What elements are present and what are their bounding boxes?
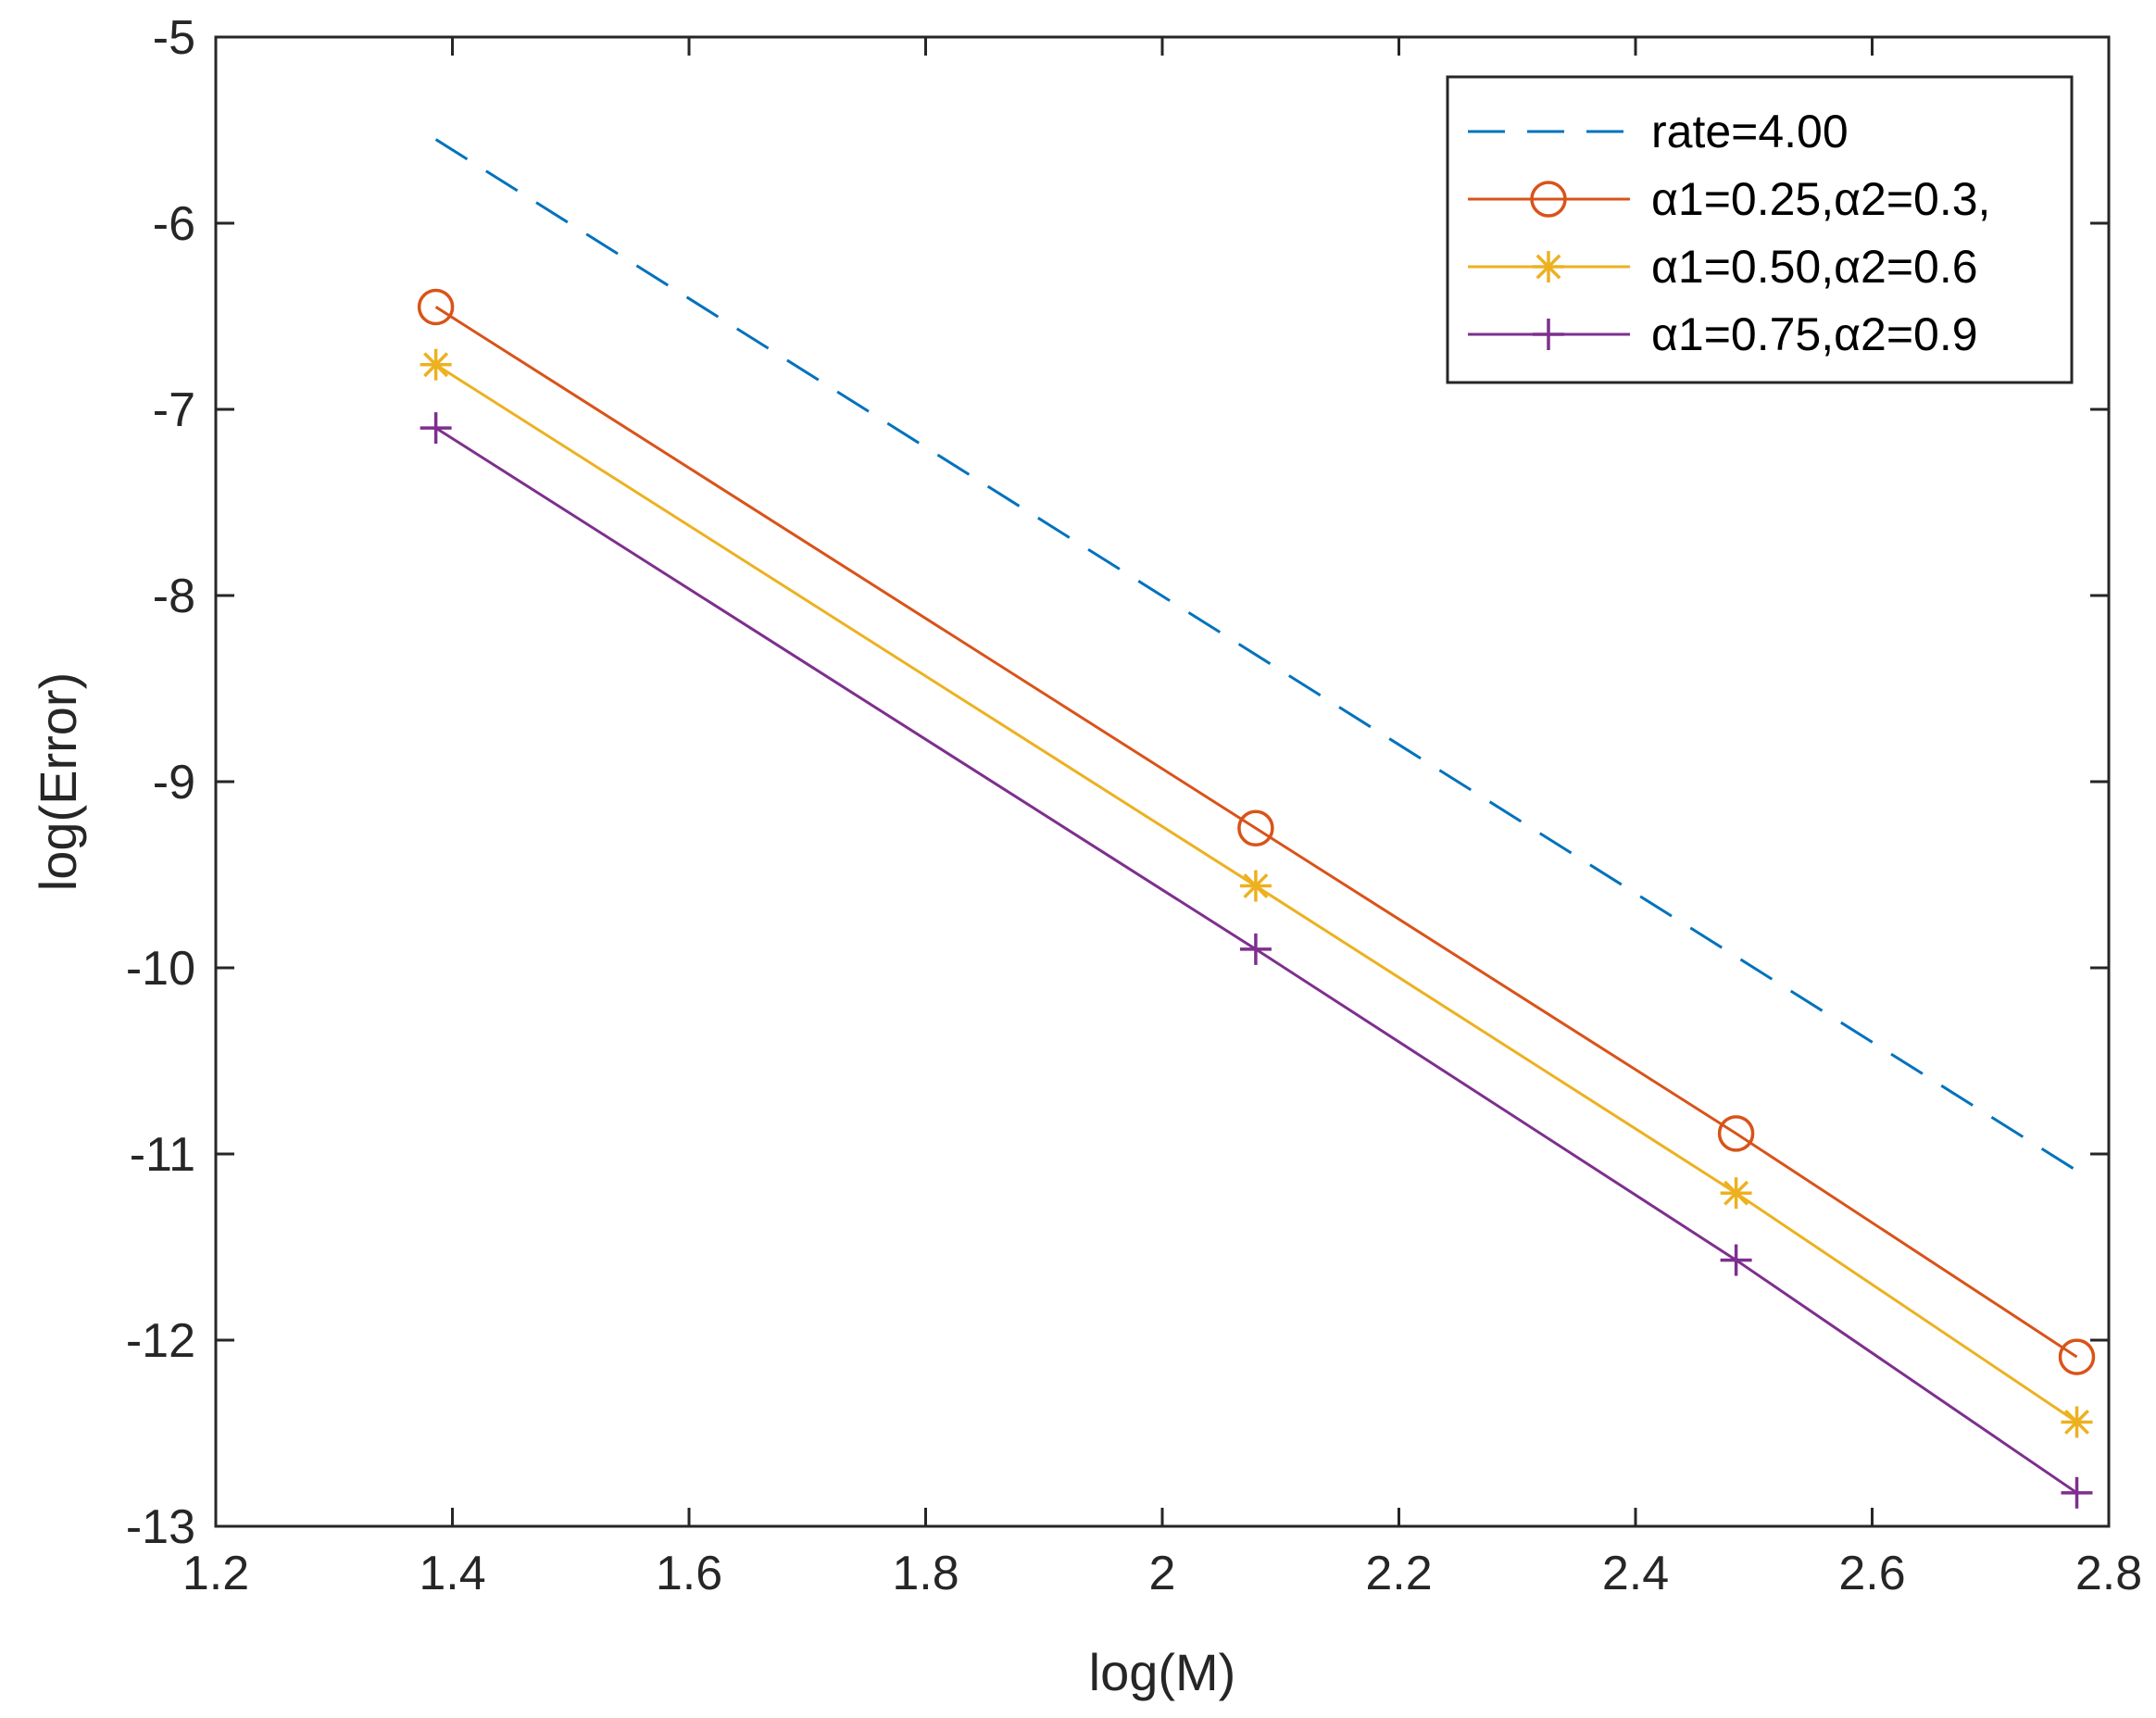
y-tick-label: -8 — [153, 570, 195, 623]
series-line-2 — [434, 363, 2078, 1423]
y-tick-label: -6 — [153, 197, 195, 251]
marker-stroke — [2064, 1409, 2089, 1435]
legend-label-0: rate=4.00 — [1651, 106, 1849, 157]
data-point-3-1 — [1239, 933, 1272, 965]
legend-marker-3 — [1533, 319, 1564, 350]
data-point-2-3 — [2061, 1406, 2093, 1438]
series-line-3 — [434, 426, 2078, 1495]
data-point-3-3 — [2061, 1476, 2093, 1509]
x-tick-label: 1.6 — [656, 1547, 722, 1600]
legend-entry-1: α1=0.25,α2=0.3, — [1468, 173, 1990, 225]
data-point-2-0 — [420, 348, 452, 381]
legend-label-2: α1=0.50,α2=0.6 — [1651, 241, 1978, 293]
legend-entry-3: α1=0.75,α2=0.9 — [1468, 308, 1978, 360]
series-0 — [434, 138, 2078, 1173]
y-tick-label: -7 — [153, 383, 195, 437]
y-tick-label: -12 — [126, 1314, 195, 1368]
y-axis-title: log(Error) — [29, 672, 87, 891]
series-3 — [420, 412, 2093, 1509]
x-tick-label: 2.2 — [1365, 1547, 1432, 1600]
series-line-0 — [434, 138, 2078, 1173]
series-line-1 — [434, 306, 2078, 1359]
series-2 — [420, 348, 2093, 1438]
x-axis-title: log(M) — [1089, 1643, 1236, 1701]
x-tick-label: 2.4 — [1602, 1547, 1669, 1600]
marker-stroke — [1243, 873, 1269, 899]
data-point-1-2 — [1717, 1115, 1755, 1152]
y-tick-label: -11 — [130, 1128, 195, 1182]
data-point-3-2 — [1720, 1244, 1752, 1276]
data-point-1-0 — [417, 288, 455, 326]
legend-marker-2 — [1533, 251, 1564, 282]
marker-circle — [417, 288, 455, 326]
data-point-1-1 — [1237, 809, 1274, 846]
marker-stroke — [1724, 1180, 1749, 1206]
axes: 1.2 1.4 1.6 1.8 2 2.2 2.4 2.6 2.8 -5 -6 -7 -8 -9 -10 -1… — [126, 11, 2142, 1600]
marker-circle — [1717, 1115, 1755, 1152]
x-tick-label: 2.8 — [2075, 1547, 2142, 1600]
x-tick-label: 2 — [1149, 1547, 1176, 1600]
x-tick-label: 1.8 — [892, 1547, 959, 1600]
legend-entry-2: α1=0.50,α2=0.6 — [1468, 241, 1978, 293]
legend: rate=4.00 α1=0.25,α2=0.3, α1=0.50,α2=0.6 α1… — [1446, 75, 2074, 384]
y-tick-label: -5 — [153, 11, 195, 65]
x-tick-label: 2.6 — [1838, 1547, 1905, 1600]
legend-marker-1 — [1530, 181, 1567, 218]
y-tick-label: -13 — [126, 1500, 195, 1554]
marker-circle — [1530, 181, 1567, 218]
plot-area — [417, 138, 2096, 1509]
x-tick-label: 1.4 — [419, 1547, 485, 1600]
data-point-3-0 — [420, 412, 452, 445]
marker-circle — [2058, 1338, 2096, 1375]
data-point-2-2 — [1720, 1177, 1752, 1210]
legend-label-3: α1=0.75,α2=0.9 — [1651, 308, 1978, 360]
series-1 — [417, 288, 2096, 1375]
marker-stroke — [423, 352, 449, 378]
data-point-1-3 — [2058, 1338, 2096, 1375]
legend-box — [1446, 75, 2074, 384]
y-tick-label: -10 — [126, 942, 195, 996]
y-tick-label: -9 — [153, 756, 195, 809]
x-tick-label: 1.2 — [182, 1547, 249, 1600]
marker-stroke — [1536, 254, 1561, 280]
data-point-2-1 — [1239, 870, 1272, 902]
legend-entry-0: rate=4.00 — [1468, 106, 1849, 157]
marker-circle — [1237, 809, 1274, 846]
legend-label-1: α1=0.25,α2=0.3, — [1651, 173, 1990, 225]
